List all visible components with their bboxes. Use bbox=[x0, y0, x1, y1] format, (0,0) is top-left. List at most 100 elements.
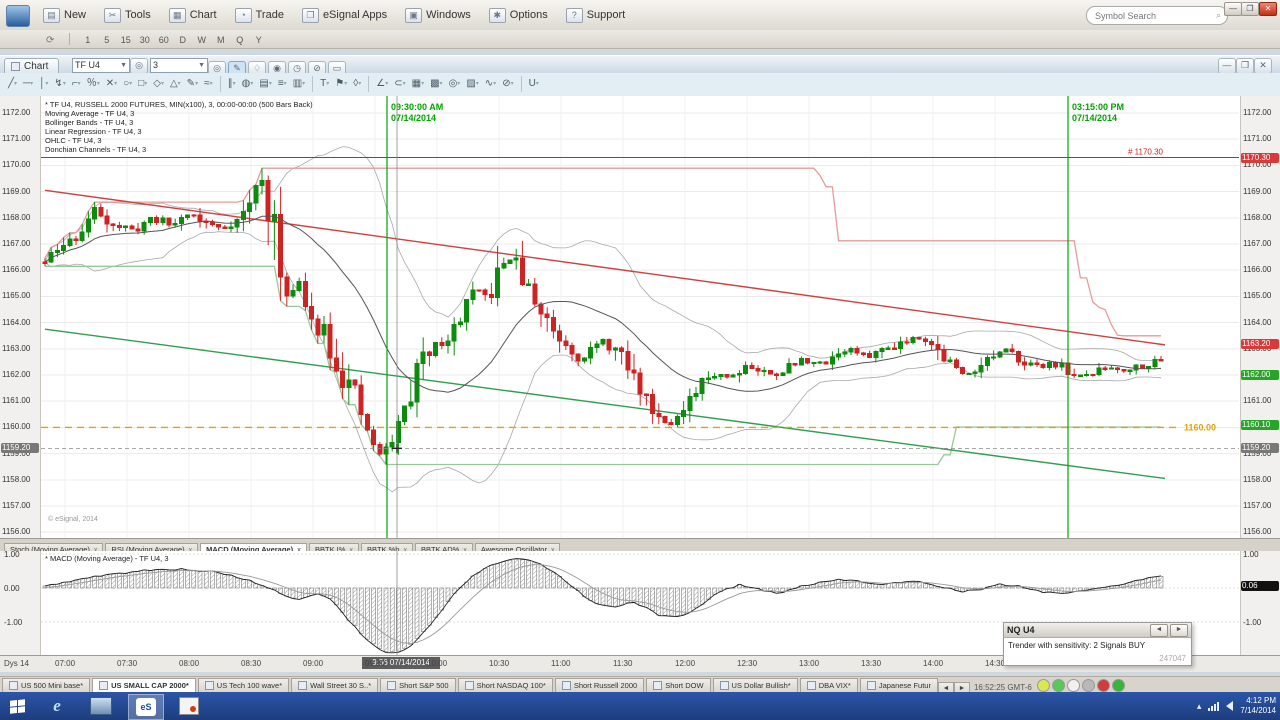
symbol-settings-icon[interactable]: ◎ bbox=[130, 58, 148, 74]
interval-button-15[interactable]: 15 bbox=[120, 35, 131, 45]
page-tab-us-small-cap-2000-[interactable]: US SMALL CAP 2000* bbox=[92, 678, 196, 693]
interval-button-30[interactable]: 30 bbox=[139, 35, 150, 45]
recorder-app-icon[interactable] bbox=[172, 694, 206, 718]
arc-tool[interactable]: ⊂▾ bbox=[394, 78, 406, 89]
menu-item-trade[interactable]: ◔ Trade bbox=[226, 4, 293, 26]
menu-item-esignal-apps[interactable]: ❐ eSignal Apps bbox=[293, 4, 396, 26]
cycle-tool[interactable]: ⊘▾ bbox=[502, 78, 514, 89]
shade-tool[interactable]: ▩▾ bbox=[430, 78, 443, 89]
data-feed-icon[interactable] bbox=[1081, 679, 1095, 692]
menu-item-tools[interactable]: ✂ Tools bbox=[95, 4, 160, 26]
speaker-icon[interactable] bbox=[1226, 701, 1234, 711]
left-price-axis[interactable] bbox=[0, 96, 41, 538]
page-tab-short-nasdaq-100-[interactable]: Short NASDAQ 100* bbox=[457, 678, 553, 693]
interval-button-W[interactable]: W bbox=[197, 35, 207, 45]
tray-expand-icon[interactable]: ▴ bbox=[1196, 700, 1202, 711]
internet-explorer-icon[interactable]: e bbox=[53, 696, 61, 715]
page-tab-short-dow[interactable]: Short DOW bbox=[646, 678, 711, 693]
horizontal-line-tool[interactable]: ─▾ bbox=[23, 78, 34, 89]
interval-button-Q[interactable]: Q bbox=[236, 35, 244, 45]
page-tab-us-tech-100-wave-[interactable]: US Tech 100 wave* bbox=[197, 678, 290, 693]
popup-next-button[interactable]: ► bbox=[1170, 623, 1188, 637]
chart-restore-button[interactable]: ❐ bbox=[1236, 58, 1254, 74]
page-tab-short-russell-2000[interactable]: Short Russell 2000 bbox=[554, 678, 645, 693]
esignal-taskbar-icon[interactable]: eS bbox=[128, 694, 164, 720]
plugin-icon[interactable] bbox=[1111, 679, 1125, 692]
zigzag-tool[interactable]: ↯▾ bbox=[54, 78, 66, 89]
angle-tool[interactable]: ∠▾ bbox=[376, 78, 389, 89]
menu-item-support[interactable]: ? Support bbox=[557, 4, 635, 26]
trendline-tool[interactable]: ╱▾ bbox=[8, 78, 18, 89]
interval-button-M[interactable]: M bbox=[217, 35, 225, 45]
menu-item-options[interactable]: ✱ Options bbox=[480, 4, 557, 26]
start-button[interactable] bbox=[0, 694, 34, 718]
macd-canvas[interactable] bbox=[0, 551, 1280, 655]
hatch-tool[interactable]: ▨▾ bbox=[466, 78, 479, 89]
diamond-tool[interactable]: ◇▾ bbox=[153, 78, 164, 89]
circle-fill-tool[interactable]: ◍▾ bbox=[241, 78, 254, 89]
step-line-tool[interactable]: ⌐▾ bbox=[71, 78, 81, 89]
interval-combo[interactable]: 3 ▼ bbox=[150, 58, 208, 73]
vertical-line-tool[interactable]: │▾ bbox=[39, 78, 49, 89]
right-price-axis[interactable] bbox=[1240, 96, 1280, 538]
page-tab-us-dollar-bullish-[interactable]: US Dollar Bullish* bbox=[712, 678, 798, 693]
symbol-search-box[interactable]: ⌕ bbox=[1086, 6, 1228, 25]
lines-tool[interactable]: ≡▾ bbox=[277, 78, 287, 89]
page-tab-wall-street-30-s-[interactable]: Wall Street 30 S..* bbox=[291, 678, 379, 693]
page-tab-us-500-mini-base-[interactable]: US 500 Mini base* bbox=[2, 678, 91, 693]
percent-retrace-tool[interactable]: ％▾ bbox=[86, 78, 100, 89]
search-input[interactable] bbox=[1093, 9, 1216, 22]
rectangle-tool[interactable]: □▾ bbox=[138, 78, 148, 89]
interval-button-1[interactable]: 1 bbox=[85, 35, 91, 45]
triangle-tool[interactable]: △▾ bbox=[169, 78, 181, 89]
tab-close-icon[interactable]: x bbox=[189, 547, 193, 554]
curve-tool[interactable]: ∿▾ bbox=[484, 78, 497, 89]
close-button[interactable]: ✕ bbox=[1259, 2, 1277, 16]
tab-close-icon[interactable]: x bbox=[403, 547, 407, 554]
page-tab-dba-vix-[interactable]: DBA VIX* bbox=[799, 678, 858, 693]
chart-tab[interactable]: Chart bbox=[4, 58, 60, 74]
tab-close-icon[interactable]: x bbox=[349, 547, 353, 554]
alert-bulb-icon[interactable] bbox=[1036, 679, 1050, 692]
interval-button-5[interactable]: 5 bbox=[104, 35, 110, 45]
app-logo-icon[interactable] bbox=[6, 5, 30, 27]
menu-item-chart[interactable]: ▦ Chart bbox=[160, 4, 226, 26]
menu-item-windows[interactable]: ▣ Windows bbox=[396, 4, 480, 26]
flag-tool[interactable]: ⚑▾ bbox=[335, 78, 348, 89]
session-clock-icon[interactable] bbox=[1096, 679, 1110, 692]
refresh-icon[interactable]: ⟳ bbox=[46, 35, 55, 46]
symbol-combo[interactable]: TF U4 ▼ bbox=[72, 58, 130, 73]
pencil-tool[interactable]: ✎▾ bbox=[186, 78, 199, 89]
popup-prev-button[interactable]: ◄ bbox=[1150, 623, 1168, 637]
tab-close-icon[interactable]: x bbox=[297, 547, 301, 554]
gann-grid-tool[interactable]: ▦▾ bbox=[411, 78, 425, 89]
signal-popup[interactable]: NQ U4 ◄ ► Trender with sensitivity: 2 Si… bbox=[1003, 622, 1192, 666]
columns-tool[interactable]: ▥▾ bbox=[292, 78, 306, 89]
search-icon[interactable]: ⌕ bbox=[1215, 10, 1221, 20]
tab-close-icon[interactable]: x bbox=[463, 547, 467, 554]
taskbar-clock[interactable]: 4:12 PM 7/14/2014 bbox=[1240, 696, 1276, 715]
tab-close-icon[interactable]: x bbox=[94, 547, 98, 554]
menu-item-new[interactable]: ▤ New bbox=[34, 4, 95, 26]
wave-tool[interactable]: ≈▾ bbox=[204, 78, 213, 89]
chart-close-button[interactable]: ✕ bbox=[1254, 58, 1272, 74]
text-tool[interactable]: T▾ bbox=[320, 78, 330, 89]
page-tab-japanese-futur[interactable]: Japanese Futur bbox=[859, 678, 938, 693]
shape-tool[interactable]: ◊▾ bbox=[353, 78, 362, 89]
ellipse-tool[interactable]: ○▾ bbox=[123, 78, 133, 89]
parallel-channel-tool[interactable]: ∥▾ bbox=[227, 78, 236, 89]
cross-marker-tool[interactable]: ✕▾ bbox=[105, 78, 118, 89]
interval-button-60[interactable]: 60 bbox=[158, 35, 169, 45]
desktop-app-icon[interactable] bbox=[84, 694, 118, 718]
grid-tool[interactable]: ▤▾ bbox=[259, 78, 272, 89]
unlock-tool[interactable]: U▾ bbox=[528, 78, 539, 89]
circle-tool[interactable]: ◎▾ bbox=[448, 78, 461, 89]
restore-button[interactable]: ❐ bbox=[1241, 2, 1259, 16]
minimize-button[interactable]: — bbox=[1224, 2, 1242, 16]
interval-button-D[interactable]: D bbox=[179, 35, 187, 45]
page-tab-short-s-p-500[interactable]: Short S&P 500 bbox=[380, 678, 456, 693]
chart-minimize-button[interactable]: — bbox=[1218, 58, 1236, 74]
message-icon[interactable] bbox=[1066, 679, 1080, 692]
price-chart-panel[interactable]: # 1170.30 1160.00 09:30:00 AM 07/14/2014 03:… bbox=[0, 96, 1280, 538]
